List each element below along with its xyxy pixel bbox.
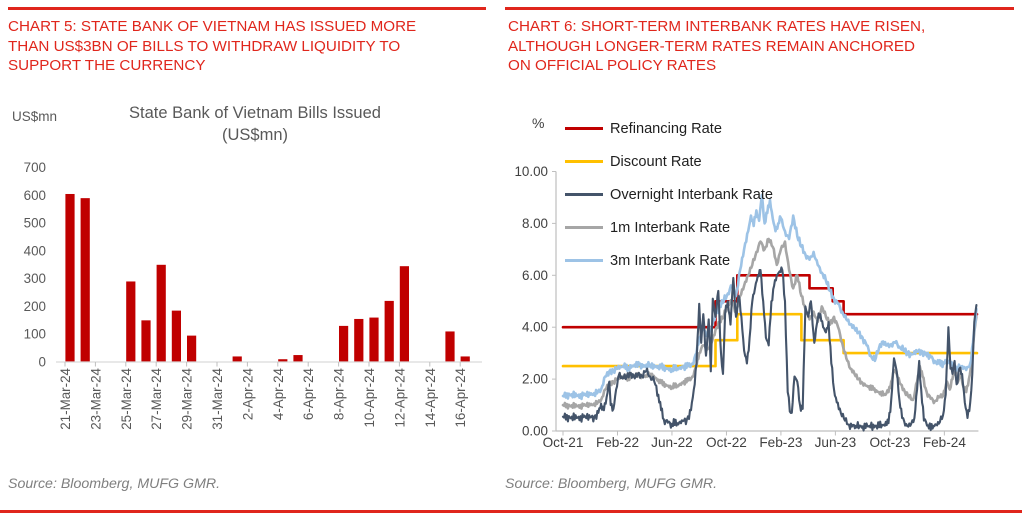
legend-line-swatch (565, 127, 603, 130)
chart6-heading: CHART 6: SHORT-TERM INTERBANK RATES HAVE… (508, 17, 1018, 76)
chart6-heading-line2: ALTHOUGH LONGER-TERM RATES REMAIN ANCHOR… (508, 37, 916, 55)
svg-text:8.00: 8.00 (522, 216, 548, 231)
svg-text:0.00: 0.00 (522, 424, 548, 439)
svg-text:400: 400 (24, 243, 46, 258)
svg-text:29-Mar-24: 29-Mar-24 (180, 367, 195, 429)
svg-text:2.00: 2.00 (522, 372, 548, 387)
bar-1-Apr-24 (232, 356, 242, 362)
series-3m-interbank-rate (561, 193, 978, 401)
chart5-heading-line3: SUPPORT THE CURRENCY (8, 57, 206, 74)
svg-text:14-Apr-24: 14-Apr-24 (423, 367, 438, 427)
bar-22-Mar-24 (80, 198, 90, 362)
bar-26-Mar-24 (141, 320, 151, 362)
legend-item-refinancing-rate: Refinancing Rate (565, 112, 773, 145)
svg-text:200: 200 (24, 299, 46, 314)
svg-text:25-Mar-24: 25-Mar-24 (119, 367, 134, 429)
bar-9-Apr-24 (354, 318, 364, 362)
bar-28-Mar-24 (171, 310, 181, 362)
bar-chart-title-line2: (US$mn) (221, 126, 288, 144)
svg-text:Feb-24: Feb-24 (923, 435, 967, 450)
bar-27-Mar-24 (156, 264, 166, 362)
svg-text:Feb-22: Feb-22 (596, 435, 639, 450)
bar-chart-title-line1: State Bank of Vietnam Bills Issued (129, 104, 381, 122)
line-chart-unit-label: % (532, 115, 545, 131)
legend-label: Discount Rate (610, 153, 702, 170)
bar-15-Apr-24 (445, 331, 455, 362)
svg-text:Feb-23: Feb-23 (759, 435, 802, 450)
svg-text:Jun-23: Jun-23 (815, 435, 857, 450)
bar-21-Mar-24 (65, 193, 75, 362)
line-chart-legend: Refinancing Rate Discount Rate Overnight I… (565, 112, 773, 277)
svg-text:700: 700 (24, 160, 46, 175)
chart5-heading: CHART 5: STATE BANK OF VIETNAM HAS ISSUE… (8, 17, 488, 76)
bar-5-Apr-24 (293, 355, 303, 362)
chart5-heading-line2: THAN US$3BN OF BILLS TO WITHDRAW LIQUIDI… (8, 37, 401, 55)
line-chart-canvas: 0.00 2.00 4.00 6.00 8.00 10.00 Oct-21 Feb-22 Jun… (514, 164, 979, 450)
chart5-heading-line1: CHART 5: STATE BANK OF VIETNAM HAS ISSUE… (8, 18, 417, 35)
svg-text:12-Apr-24: 12-Apr-24 (392, 367, 407, 427)
svg-text:4.00: 4.00 (522, 320, 548, 335)
svg-text:Oct-23: Oct-23 (869, 435, 910, 450)
svg-text:6-Apr-24: 6-Apr-24 (301, 367, 316, 420)
svg-text:6.00: 6.00 (522, 268, 548, 283)
bar-chart-unit-label: US$mn (12, 109, 58, 124)
source-left: Source: Bloomberg, MUFG GMR. (8, 476, 221, 492)
bar-16-Apr-24 (460, 356, 470, 362)
svg-text:600: 600 (24, 188, 46, 203)
svg-text:10-Apr-24: 10-Apr-24 (362, 367, 377, 427)
svg-text:27-Mar-24: 27-Mar-24 (149, 367, 164, 429)
svg-text:16-Apr-24: 16-Apr-24 (453, 367, 468, 427)
svg-text:Oct-21: Oct-21 (543, 435, 584, 450)
svg-text:21-Mar-24: 21-Mar-24 (58, 367, 73, 429)
svg-text:500: 500 (24, 216, 46, 231)
bar-29-Mar-24 (187, 335, 197, 362)
chart6-heading-line1: CHART 6: SHORT-TERM INTERBANK RATES HAVE… (508, 18, 926, 35)
legend-line-swatch (565, 259, 603, 262)
legend-label: Overnight Interbank Rate (610, 186, 774, 203)
bottom-rule (0, 510, 1022, 513)
legend-item-discount-rate: Discount Rate (565, 145, 773, 178)
svg-text:100: 100 (24, 327, 46, 342)
bar-11-Apr-24 (384, 300, 394, 362)
legend-line-swatch (565, 193, 603, 196)
chart6-heading-line3: ON OFFICIAL POLICY RATES (508, 57, 717, 74)
svg-text:300: 300 (24, 271, 46, 286)
legend-label: 1m Interbank Rate (610, 219, 731, 236)
bar-12-Apr-24 (399, 266, 409, 362)
bar-8-Apr-24 (339, 325, 349, 362)
svg-text:8-Apr-24: 8-Apr-24 (332, 367, 347, 420)
svg-text:31-Mar-24: 31-Mar-24 (210, 367, 225, 429)
top-rule-right (505, 7, 1014, 10)
svg-text:Jun-22: Jun-22 (651, 435, 693, 450)
svg-text:23-Mar-24: 23-Mar-24 (88, 367, 103, 429)
series-overnight-interbank-rate (561, 266, 978, 432)
legend-line-swatch (565, 226, 603, 229)
bar-25-Mar-24 (126, 281, 136, 362)
svg-text:10.00: 10.00 (514, 164, 548, 179)
legend-item-overnight-interbank-rate: Overnight Interbank Rate (565, 178, 773, 211)
legend-label: 3m Interbank Rate (610, 252, 731, 269)
legend-line-swatch (565, 160, 603, 163)
source-right: Source: Bloomberg, MUFG GMR. (505, 476, 718, 492)
bar-chart-canvas: 0 100 200 300 400 500 600 700 21-Mar-24 23-Mar-24… (24, 160, 482, 430)
legend-item-1m-interbank-rate: 1m Interbank Rate (565, 211, 773, 244)
top-rule-left (8, 7, 486, 10)
bar-4-Apr-24 (278, 359, 288, 362)
svg-text:2-Apr-24: 2-Apr-24 (240, 367, 255, 420)
legend-item-3m-interbank-rate: 3m Interbank Rate (565, 244, 773, 277)
svg-text:4-Apr-24: 4-Apr-24 (271, 367, 286, 420)
series-refinancing-rate (561, 273, 979, 329)
svg-text:Oct-22: Oct-22 (706, 435, 747, 450)
bar-10-Apr-24 (369, 317, 379, 362)
svg-text:0: 0 (39, 355, 46, 370)
legend-label: Refinancing Rate (610, 120, 722, 137)
